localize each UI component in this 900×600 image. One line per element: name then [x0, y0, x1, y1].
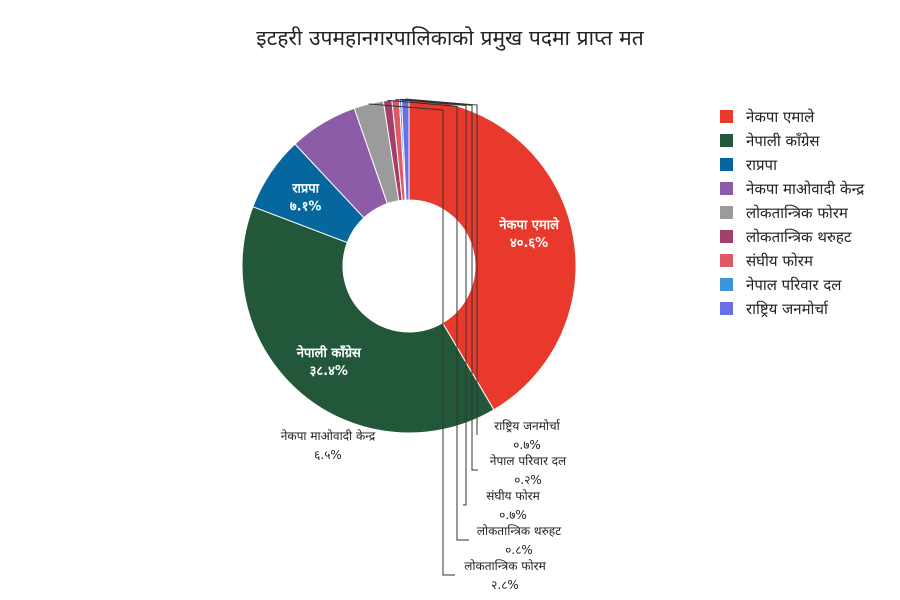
- legend-label-6: संघीय फोरम: [746, 252, 814, 270]
- slice-label-name-3: नेकपा माओवादी केन्द्र: [281, 429, 376, 443]
- legend-swatch-4[interactable]: [720, 206, 733, 219]
- legend-label-5: लोकतान्त्रिक थरुहट: [746, 228, 852, 246]
- slice-1[interactable]: [241, 206, 495, 434]
- legend-swatch-8[interactable]: [720, 302, 733, 315]
- legend-swatch-2[interactable]: [720, 158, 733, 171]
- legend-label-8: राष्ट्रिय जनमोर्चा: [746, 300, 829, 318]
- slice-label-value-8: ०.७%: [513, 438, 541, 452]
- slice-label-value-0: ४०.६%: [510, 236, 548, 251]
- slice-label-value-5: ०.८%: [505, 543, 533, 557]
- legend-label-4: लोकतान्त्रिक फोरम: [746, 204, 849, 222]
- slice-label-name-7: नेपाल परिवार दल: [490, 454, 567, 468]
- legend: नेकपा एमाले नेपाली काँग्रेस राप्रपा नेकपा म…: [720, 108, 865, 318]
- slice-label-value-3: ६.५%: [314, 448, 342, 462]
- legend-swatch-6[interactable]: [720, 254, 733, 267]
- slice-label-name-2: राप्रपा: [291, 182, 319, 197]
- slice-label-name-1: नेपाली काँग्रेस: [296, 345, 362, 361]
- leader-line-6: [395, 99, 467, 506]
- legend-label-0: नेकपा एमाले: [746, 108, 815, 126]
- leader-line-8: [405, 98, 478, 435]
- slice-label-value-4: २.८%: [491, 578, 519, 592]
- leader-line-5: [387, 99, 469, 541]
- leader-line-7: [400, 98, 478, 471]
- slice-label-value-6: ०.७%: [499, 508, 527, 522]
- slice-label-value-2: ७.१%: [290, 200, 321, 215]
- chart-title: इटहरी उपमहानगरपालिकाको प्रमुख पदमा प्राप…: [256, 26, 644, 51]
- donut-slices: [241, 98, 577, 434]
- legend-label-3: नेकपा माओवादी केन्द्र: [746, 180, 865, 198]
- legend-swatch-0[interactable]: [720, 110, 733, 123]
- leader-line-4: [368, 103, 455, 576]
- slice-labels: नेकपा एमाले ४०.६% नेपाली काँग्रेस ३८.४% राप्…: [281, 98, 567, 592]
- slice-label-value-7: ०.२%: [514, 473, 542, 487]
- legend-swatch-7[interactable]: [720, 278, 733, 291]
- legend-label-7: नेपाल परिवार दल: [746, 276, 842, 294]
- slice-label-name-5: लोकतान्त्रिक थरुहट: [477, 524, 562, 538]
- slice-label-value-1: ३८.४%: [310, 364, 348, 379]
- legend-swatch-3[interactable]: [720, 182, 733, 195]
- slice-label-name-6: संघीय फोरम: [486, 489, 540, 503]
- legend-label-1: नेपाली काँग्रेस: [746, 132, 820, 150]
- legend-swatch-5[interactable]: [720, 230, 733, 243]
- slice-label-name-0: नेकपा एमाले: [498, 217, 560, 233]
- legend-label-2: राप्रपा: [746, 156, 778, 174]
- slice-label-name-8: राष्ट्रिय जनमोर्चा: [494, 419, 560, 433]
- slice-label-name-4: लोकतान्त्रिक फोरम: [464, 559, 546, 573]
- legend-swatch-1[interactable]: [720, 134, 733, 147]
- slice-0[interactable]: [408, 98, 577, 411]
